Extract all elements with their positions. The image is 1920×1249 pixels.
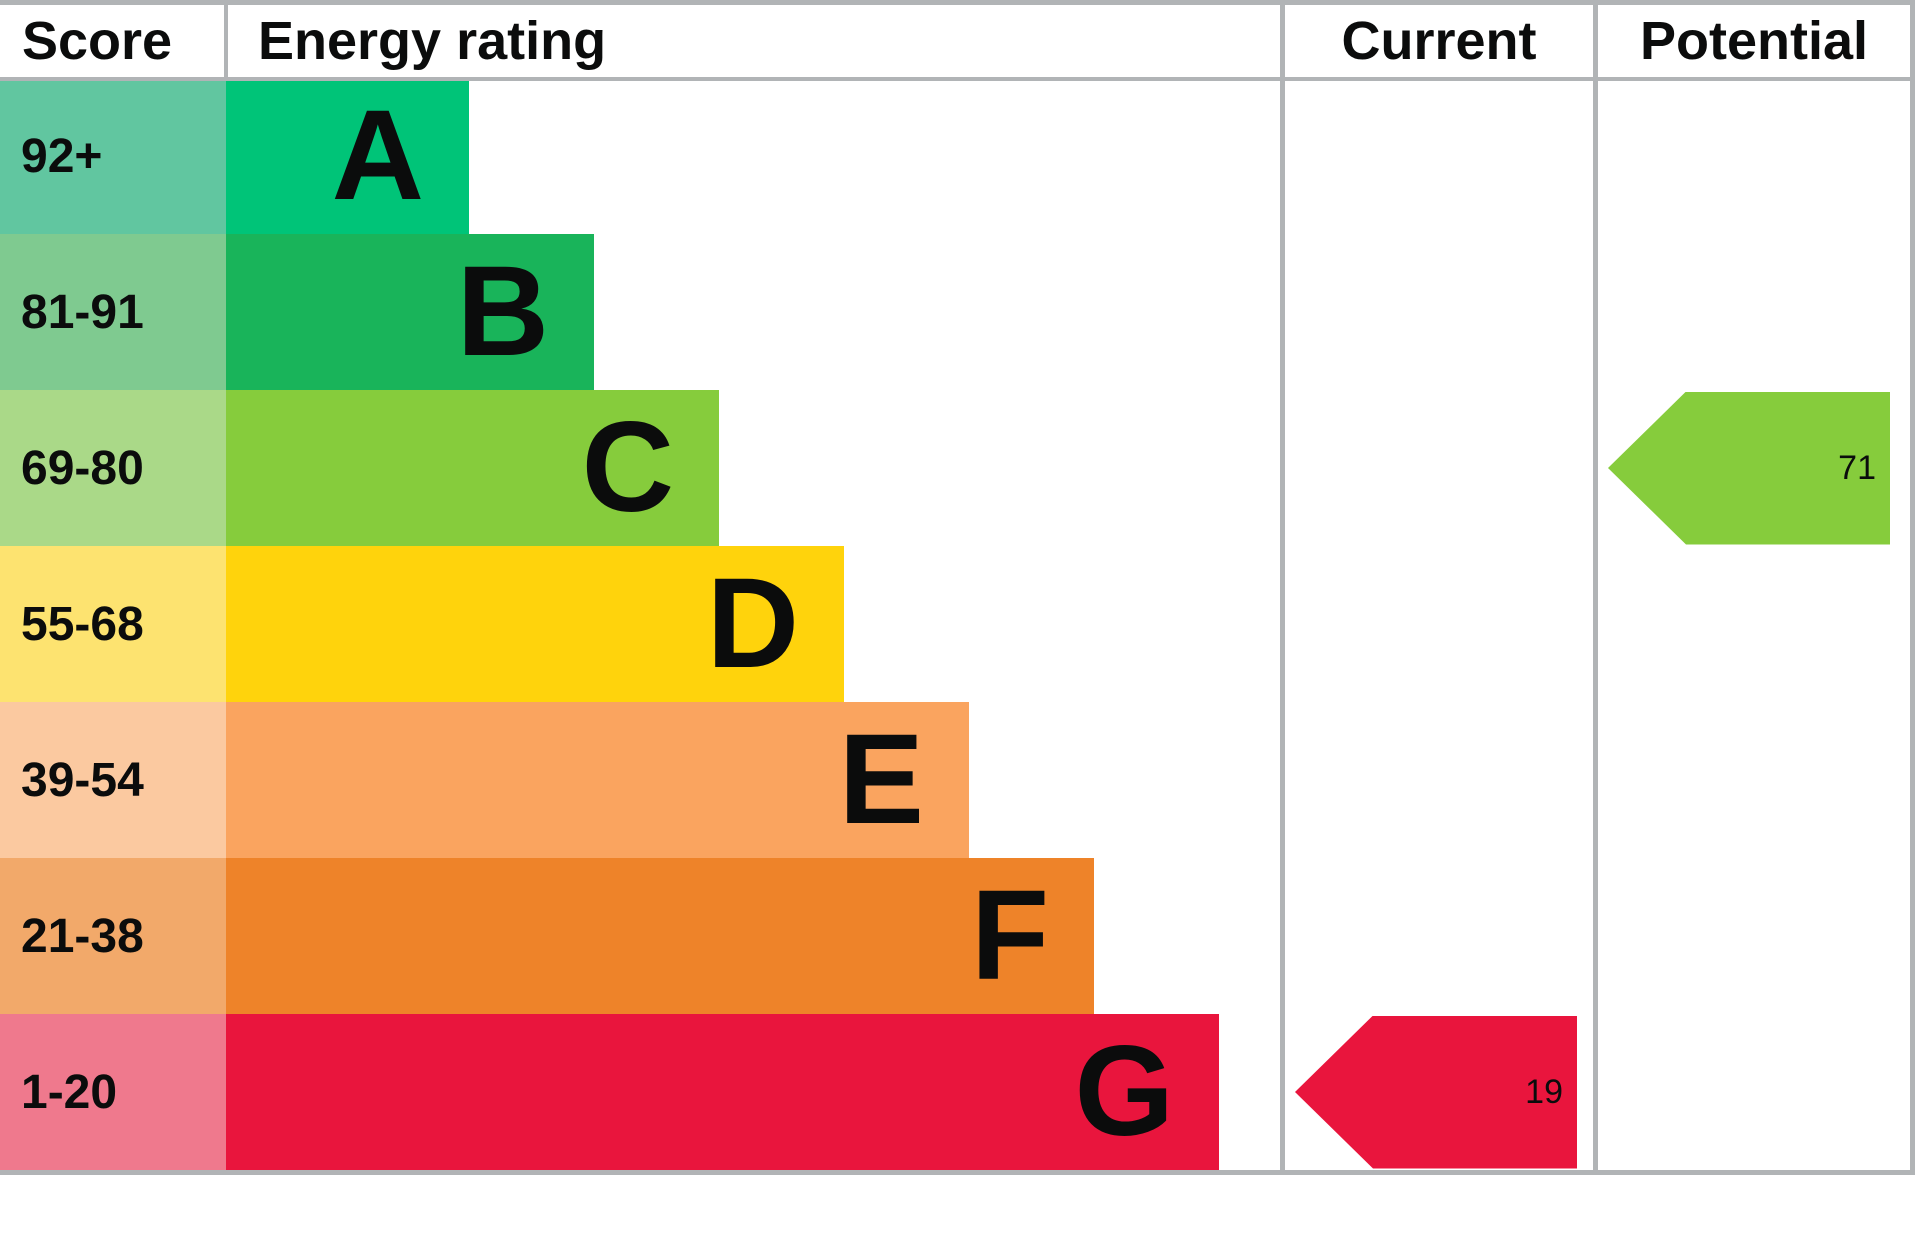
band-row-g: 1-20 G	[0, 1014, 1219, 1170]
band-letter-e: E	[838, 708, 924, 851]
potential-column-header: Potential	[1639, 11, 1869, 71]
current-column-header: Current	[1341, 11, 1537, 71]
current-column-divider	[1280, 0, 1285, 1175]
score-range-b: 81-91	[0, 234, 226, 390]
band-letter-a: A	[331, 84, 424, 227]
band-row-e: 39-54 E	[0, 702, 1219, 858]
band-letter-c: C	[581, 396, 674, 539]
score-range-c: 69-80	[0, 390, 226, 546]
band-row-f: 21-38 F	[0, 858, 1219, 1014]
band-row-c: 69-80 C	[0, 390, 1219, 546]
potential-column-divider	[1593, 0, 1598, 1175]
band-bar-d: D	[226, 546, 844, 702]
band-letter-f: F	[970, 864, 1049, 1007]
band-bar-c: C	[226, 390, 719, 546]
band-row-b: 81-91 B	[0, 234, 1219, 390]
current-score-value: 19	[1525, 1072, 1563, 1111]
score-range-e: 39-54	[0, 702, 226, 858]
score-range-a: 92+	[0, 78, 226, 234]
score-range-f: 21-38	[0, 858, 226, 1014]
band-bar-g: G	[226, 1014, 1219, 1170]
band-row-a: 92+ A	[0, 78, 1219, 234]
band-letter-b: B	[456, 240, 549, 383]
score-range-g: 1-20	[0, 1014, 226, 1170]
band-bar-f: F	[226, 858, 1094, 1014]
band-letter-d: D	[706, 552, 799, 695]
current-arrow: 19	[1295, 1015, 1577, 1169]
potential-score-value: 71	[1838, 448, 1876, 487]
header-bottom-border	[0, 77, 1915, 81]
table-top-border	[0, 0, 1915, 5]
table-bottom-border	[0, 1170, 1915, 1175]
band-bar-a: A	[226, 78, 469, 234]
band-letter-g: G	[1074, 1020, 1174, 1163]
energy-rating-column-header: Energy rating	[258, 11, 607, 71]
band-row-d: 55-68 D	[0, 546, 1219, 702]
band-ladder: 92+ A 81-91 B 69-80 C 55-68 D 39-54 E 21…	[0, 78, 1219, 1170]
band-bar-e: E	[226, 702, 969, 858]
potential-arrow: 71	[1608, 391, 1890, 545]
score-column-header: Score	[22, 11, 173, 71]
band-bar-b: B	[226, 234, 594, 390]
score-range-d: 55-68	[0, 546, 226, 702]
score-header-divider	[224, 5, 228, 77]
table-right-border	[1910, 0, 1915, 1175]
